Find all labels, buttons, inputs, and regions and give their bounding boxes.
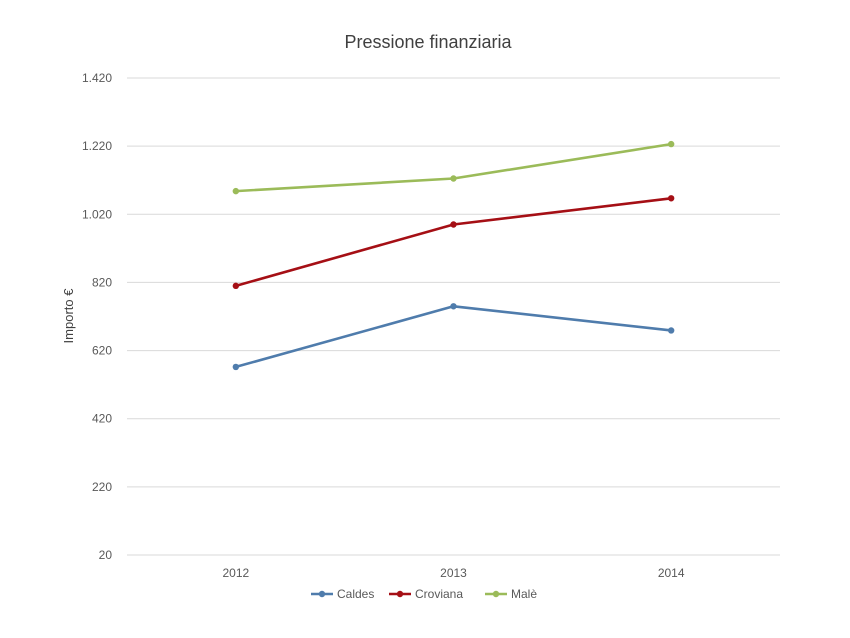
series-line	[235, 304, 672, 369]
x-tick-label: 2014	[658, 566, 685, 580]
series-malè	[232, 140, 675, 195]
y-tick-label: 820	[92, 275, 112, 289]
series-line	[235, 196, 672, 288]
data-point	[667, 327, 675, 334]
series-caldes	[232, 303, 675, 371]
legend-item-croviana: Croviana	[389, 587, 463, 601]
y-tick-label: 1.420	[82, 71, 112, 85]
legend: Caldes Croviana Malè	[311, 587, 537, 601]
legend-swatch-marker	[396, 590, 404, 598]
data-point	[232, 187, 240, 195]
series-lines	[232, 140, 675, 371]
data-point	[232, 282, 240, 290]
legend-swatch-marker	[492, 590, 500, 598]
data-point	[450, 303, 457, 310]
series-line	[235, 142, 672, 193]
y-tick-label: 220	[92, 480, 112, 494]
legend-swatch-marker	[318, 590, 326, 598]
x-tick-label: 2013	[440, 566, 467, 580]
chart-title: Pressione finanziaria	[344, 32, 512, 52]
x-tick-label: 2012	[222, 566, 249, 580]
data-point	[232, 363, 240, 371]
legend-item-malè: Malè	[485, 587, 537, 601]
y-tick-label: 20	[99, 548, 113, 562]
data-point	[667, 195, 675, 202]
y-axis-title: Importo €	[61, 288, 76, 344]
legend-label: Croviana	[415, 587, 463, 601]
legend-item-caldes: Caldes	[311, 587, 374, 601]
gridlines	[127, 77, 780, 556]
x-axis-ticks: 2012 2013 2014	[222, 566, 684, 580]
data-point	[450, 221, 457, 228]
legend-label: Caldes	[337, 587, 374, 601]
y-tick-label: 620	[92, 344, 112, 358]
y-tick-label: 1.020	[82, 207, 112, 221]
y-tick-label: 1.220	[82, 139, 112, 153]
y-tick-label: 420	[92, 412, 112, 426]
data-point	[450, 175, 457, 182]
series-croviana	[232, 195, 675, 290]
data-point	[667, 140, 675, 148]
y-axis-ticks: 20 220 420 620 820 1.020 1.220 1.420	[82, 71, 112, 562]
legend-label: Malè	[511, 587, 537, 601]
